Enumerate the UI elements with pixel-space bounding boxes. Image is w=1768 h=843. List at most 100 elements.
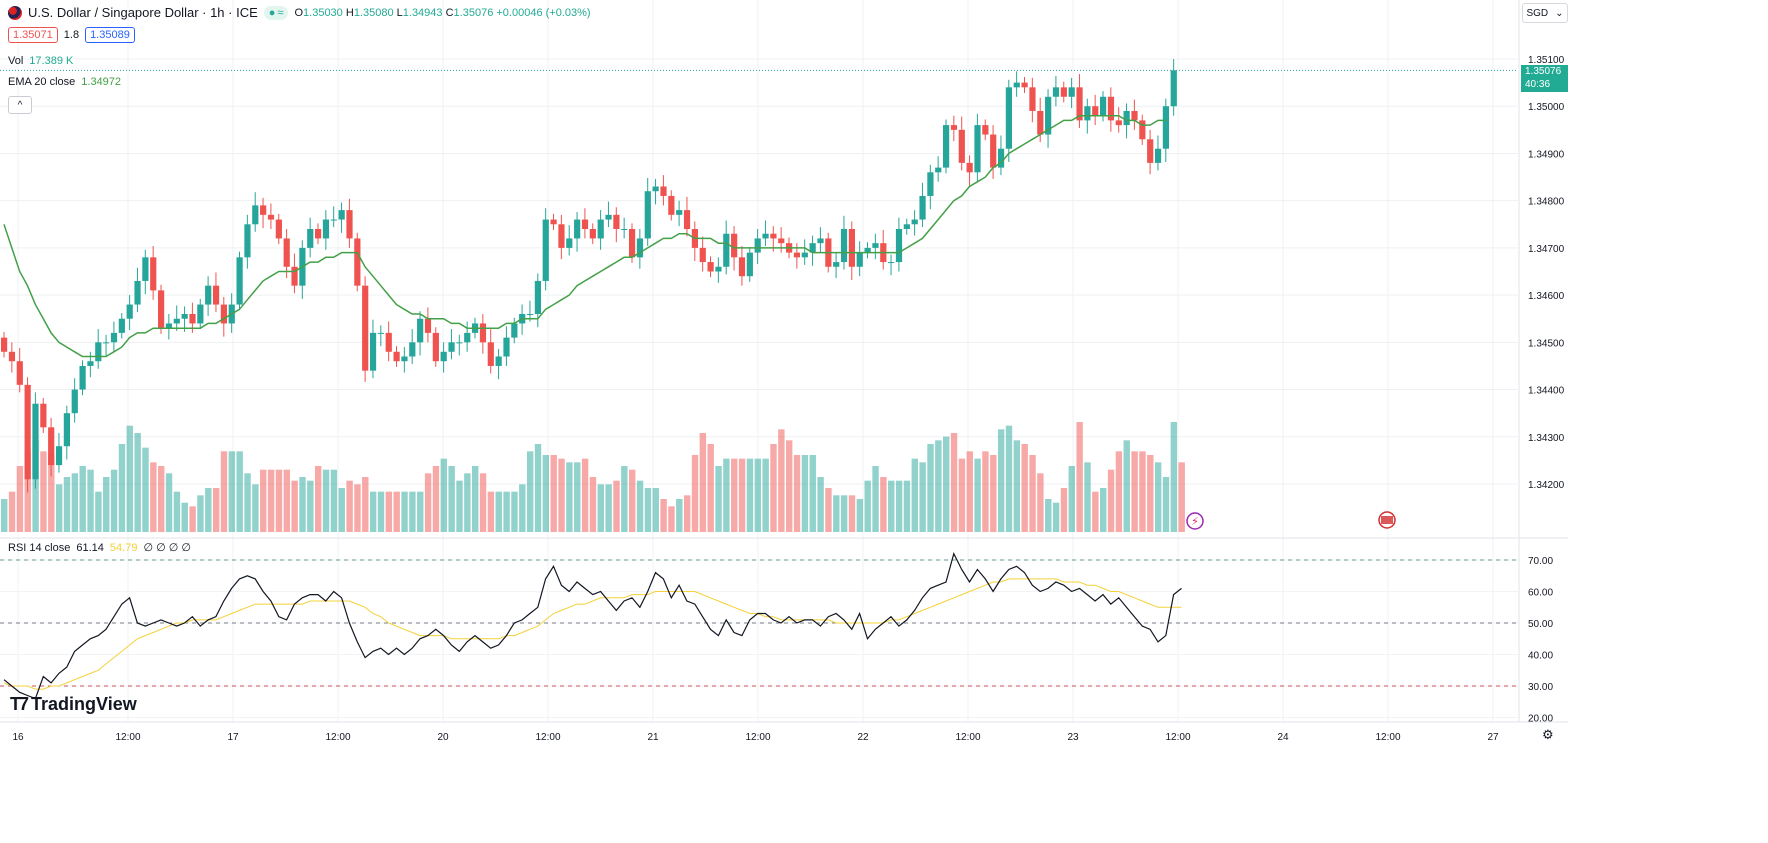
candle[interactable] bbox=[369, 319, 377, 379]
candle[interactable] bbox=[817, 227, 824, 253]
candle[interactable] bbox=[966, 155, 973, 186]
candle[interactable] bbox=[1029, 77, 1036, 123]
candle[interactable] bbox=[1013, 71, 1020, 97]
candle[interactable] bbox=[197, 298, 204, 330]
candle[interactable] bbox=[48, 417, 55, 477]
candle[interactable] bbox=[283, 229, 290, 279]
rsi-legend[interactable]: RSI 14 close 61.14 54.79 ∅ ∅ ∅ ∅ bbox=[8, 541, 191, 555]
candle[interactable] bbox=[440, 342, 447, 373]
candle[interactable] bbox=[691, 221, 698, 262]
candle[interactable] bbox=[362, 276, 369, 382]
candle[interactable] bbox=[16, 348, 23, 393]
event-markers[interactable]: ⚡ bbox=[1186, 511, 1396, 530]
candle[interactable] bbox=[864, 242, 871, 259]
candle[interactable] bbox=[315, 223, 322, 245]
candle[interactable] bbox=[581, 208, 589, 239]
candle[interactable] bbox=[260, 197, 267, 229]
candle[interactable] bbox=[613, 207, 620, 243]
candle[interactable] bbox=[652, 178, 659, 205]
candle[interactable] bbox=[1005, 79, 1012, 162]
candle[interactable] bbox=[754, 229, 761, 264]
candle[interactable] bbox=[354, 232, 361, 292]
candle[interactable] bbox=[1052, 76, 1060, 107]
candle[interactable] bbox=[888, 254, 895, 276]
candle[interactable] bbox=[542, 208, 549, 291]
candle[interactable] bbox=[660, 175, 667, 206]
candle[interactable] bbox=[574, 212, 581, 252]
candle[interactable] bbox=[809, 235, 816, 266]
candle[interactable] bbox=[550, 213, 557, 230]
candle[interactable] bbox=[307, 217, 314, 258]
candle[interactable] bbox=[1162, 98, 1169, 162]
candle[interactable] bbox=[511, 317, 518, 344]
candle[interactable] bbox=[1100, 91, 1107, 122]
candle[interactable] bbox=[417, 311, 424, 356]
candle[interactable] bbox=[338, 202, 345, 233]
candle[interactable] bbox=[142, 249, 149, 295]
candle[interactable] bbox=[479, 314, 487, 354]
candle[interactable] bbox=[943, 119, 950, 174]
tradingview-logo[interactable]: T7 TradingView bbox=[10, 694, 137, 715]
candle[interactable] bbox=[958, 116, 965, 171]
candle[interactable] bbox=[24, 377, 31, 493]
candle[interactable] bbox=[103, 334, 110, 356]
candle[interactable] bbox=[911, 210, 918, 236]
candle[interactable] bbox=[668, 190, 675, 221]
candle[interactable] bbox=[707, 256, 714, 278]
candle[interactable] bbox=[40, 398, 47, 433]
candle[interactable] bbox=[205, 276, 212, 316]
candle[interactable] bbox=[236, 251, 243, 311]
candle[interactable] bbox=[1147, 129, 1154, 175]
candle[interactable] bbox=[621, 217, 628, 239]
candle[interactable] bbox=[840, 215, 848, 270]
candle[interactable] bbox=[927, 164, 934, 210]
candle[interactable] bbox=[950, 115, 958, 142]
candle[interactable] bbox=[456, 334, 463, 356]
candle[interactable] bbox=[1131, 99, 1138, 130]
candle[interactable] bbox=[699, 236, 706, 272]
candle[interactable] bbox=[566, 225, 573, 256]
candle[interactable] bbox=[377, 325, 384, 347]
candlestick-series[interactable] bbox=[1, 59, 1177, 493]
candle[interactable] bbox=[589, 223, 596, 245]
candle[interactable] bbox=[746, 246, 753, 282]
buy-price-button[interactable]: 1.35089 bbox=[85, 27, 135, 43]
candle[interactable] bbox=[79, 360, 86, 396]
candle[interactable] bbox=[723, 220, 730, 275]
candle[interactable] bbox=[605, 201, 612, 228]
earnings-event-icon[interactable] bbox=[1186, 512, 1204, 530]
candle[interactable] bbox=[1, 331, 8, 358]
candle[interactable] bbox=[110, 321, 118, 352]
candle[interactable] bbox=[244, 214, 251, 269]
candle[interactable] bbox=[762, 220, 769, 247]
candle[interactable] bbox=[982, 119, 989, 141]
candle[interactable] bbox=[267, 203, 275, 230]
candle[interactable] bbox=[801, 239, 808, 265]
chart-canvas[interactable]: 1.35100 1.35000 1.34900 1.34800 1.34700 1.346… bbox=[0, 0, 1568, 748]
settings-gear-icon[interactable]: ⚙ bbox=[1542, 727, 1554, 742]
candle[interactable] bbox=[252, 192, 259, 232]
collapse-legend-button[interactable]: ^ bbox=[8, 96, 32, 114]
candle[interactable] bbox=[856, 241, 863, 277]
candle[interactable] bbox=[275, 213, 282, 245]
candle[interactable] bbox=[55, 433, 63, 473]
candle[interactable] bbox=[676, 200, 683, 227]
candle[interactable] bbox=[87, 351, 94, 378]
candle[interactable] bbox=[793, 243, 801, 269]
candle[interactable] bbox=[165, 314, 173, 340]
candle[interactable] bbox=[644, 178, 651, 246]
currency-selector[interactable]: SGD ⌄ bbox=[1522, 3, 1568, 23]
candle[interactable] bbox=[1045, 89, 1052, 148]
candle[interactable] bbox=[71, 378, 78, 423]
candle[interactable] bbox=[424, 307, 432, 343]
candle[interactable] bbox=[778, 227, 785, 253]
candle[interactable] bbox=[126, 295, 133, 331]
candle[interactable] bbox=[212, 272, 220, 313]
candle[interactable] bbox=[833, 252, 840, 279]
candle[interactable] bbox=[503, 326, 510, 366]
candle[interactable] bbox=[173, 305, 180, 332]
candle[interactable] bbox=[385, 321, 392, 362]
candle[interactable] bbox=[63, 405, 70, 460]
candle[interactable] bbox=[738, 246, 746, 286]
candle[interactable] bbox=[1060, 81, 1067, 103]
